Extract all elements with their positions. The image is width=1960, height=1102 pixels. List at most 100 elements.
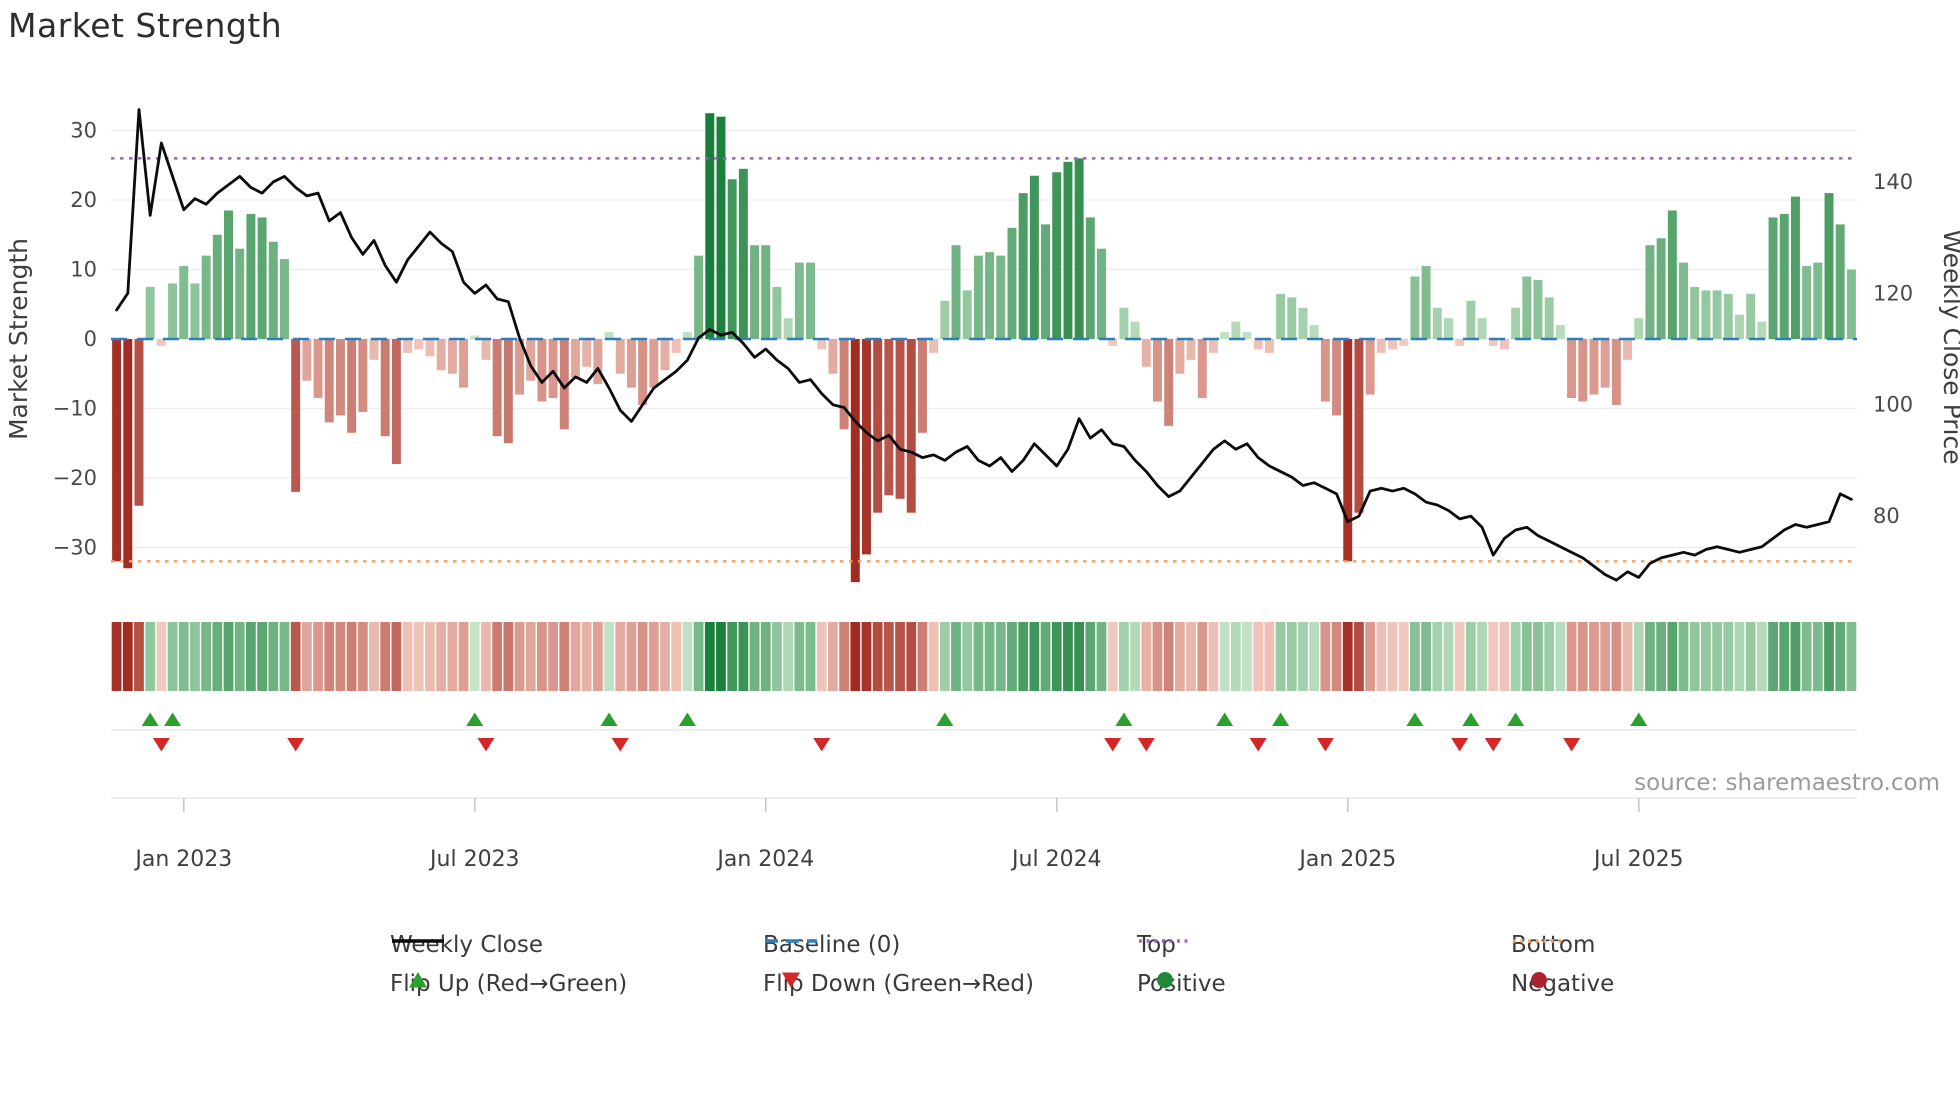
strength-bar (190, 283, 200, 339)
x-tick-label: Jan 2025 (1297, 847, 1396, 872)
heatmap-cell (828, 622, 838, 691)
heatmap-cell (928, 622, 939, 691)
x-tick-label: Jul 2024 (1010, 847, 1102, 872)
strength-bar (335, 339, 345, 416)
strength-bar (179, 266, 189, 339)
strength-bar (750, 245, 760, 339)
strength-bar (1455, 339, 1465, 346)
heatmap-cell (917, 622, 928, 691)
strength-bar (358, 339, 368, 412)
x-tick-label: Jan 2023 (133, 847, 232, 872)
heatmap-cell (604, 622, 614, 691)
strength-bar (1186, 339, 1196, 360)
strength-bar (1320, 339, 1330, 402)
heatmap-cell (839, 622, 849, 691)
strength-bar (1052, 172, 1062, 339)
strength-bar (268, 241, 278, 339)
heatmap-cell (111, 622, 122, 691)
heatmap-cell (380, 622, 391, 691)
strength-bar (615, 339, 625, 374)
heatmap-cell (1465, 622, 1476, 691)
strength-bar (1824, 193, 1834, 339)
strength-bar (1018, 193, 1028, 339)
heatmap-cell (1723, 622, 1734, 691)
heatmap-cell (1398, 622, 1409, 691)
strength-bar (1410, 276, 1420, 339)
strength-bar (1723, 293, 1733, 339)
heatmap-cell (1443, 622, 1454, 691)
svg-text:100: 100 (1873, 393, 1913, 417)
heatmap-cell (1410, 622, 1420, 691)
heatmap-cell (1163, 622, 1174, 691)
flip-up-markers (141, 712, 1648, 726)
strength-bar (593, 339, 603, 385)
strength-bar (917, 339, 927, 433)
strength-bar (1153, 339, 1162, 402)
strength-bar (1376, 339, 1386, 353)
heatmap-cell (1275, 622, 1286, 691)
heatmap-cell (1253, 622, 1264, 691)
heatmap-cell (1454, 622, 1465, 691)
heatmap-cell (1354, 622, 1364, 691)
heatmap-cell (301, 622, 312, 691)
strength-bar (1600, 339, 1610, 388)
svg-text:10: 10 (70, 258, 97, 282)
strength-bar (1444, 318, 1453, 339)
strength-bar (246, 213, 256, 339)
right-axis-label: Weekly Close Price (1938, 229, 1960, 464)
strength-bar (996, 255, 1006, 339)
heatmap-cell (939, 622, 950, 691)
strength-bar (1175, 339, 1185, 374)
heatmap-cell (268, 622, 279, 691)
strength-bar (1141, 339, 1151, 367)
heatmap-cell (1689, 622, 1700, 691)
strength-bar (727, 179, 737, 339)
heatmap-cell (514, 622, 525, 691)
heatmap-cell (537, 622, 547, 691)
strength-bar (962, 290, 972, 339)
heatmap-cell (1197, 622, 1208, 691)
heatmap-cell (447, 622, 458, 691)
flip-down-marker (1249, 738, 1267, 752)
heatmap-cell (156, 622, 167, 691)
heatmap-cell (1701, 622, 1711, 691)
strength-bar (1813, 262, 1823, 339)
heatmap-cell (525, 622, 536, 691)
heatmap-cell (581, 622, 592, 691)
strength-bar (929, 339, 939, 353)
strength-bar (391, 339, 401, 465)
heatmap-cell (1678, 622, 1689, 691)
heatmap-cell (1779, 622, 1790, 691)
strength-bar (895, 339, 905, 499)
strength-bar (906, 339, 916, 513)
heatmap-cell (1712, 622, 1722, 691)
heatmap-cell (1298, 622, 1308, 691)
flip-up-marker (1462, 712, 1480, 726)
strength-bar (459, 339, 469, 388)
flip-down-marker (1137, 738, 1155, 752)
heatmap-cell (1074, 622, 1085, 691)
heatmap-cell (1835, 622, 1846, 691)
strength-bar (1432, 307, 1442, 339)
flip-up-marker (936, 712, 954, 726)
heatmap-cell (1656, 622, 1667, 691)
heatmap-cell (1633, 622, 1644, 691)
strength-bar (291, 339, 301, 492)
strength-bar (112, 339, 122, 562)
strength-bar (302, 339, 312, 381)
heatmap-cell (1051, 622, 1062, 691)
heatmap-cell (615, 622, 626, 691)
heatmap-cell (772, 622, 782, 691)
heatmap-cell (1208, 622, 1219, 691)
flip-down-marker (287, 738, 305, 752)
flip-up-marker (1630, 712, 1648, 726)
heatmap-cell (201, 622, 212, 691)
strength-bar (156, 339, 166, 346)
strength-bar (1332, 339, 1342, 416)
heatmap-cell (1007, 622, 1017, 691)
heatmap-cell (1421, 622, 1431, 691)
strength-bar (738, 168, 748, 339)
strength-bar (369, 339, 379, 360)
heatmap-cell (1566, 622, 1577, 691)
